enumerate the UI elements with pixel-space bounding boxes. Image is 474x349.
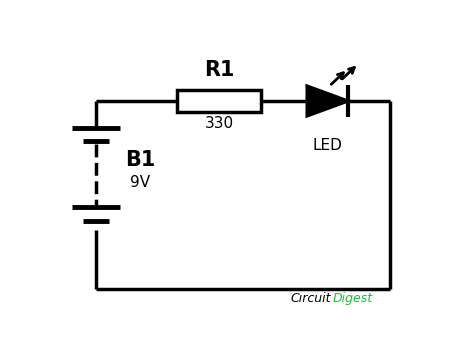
Text: R1: R1 bbox=[204, 60, 234, 80]
Text: LED: LED bbox=[312, 138, 342, 153]
Text: 330: 330 bbox=[204, 116, 234, 131]
Text: Digest: Digest bbox=[333, 292, 373, 305]
Bar bbox=[177, 90, 261, 112]
Text: 9V: 9V bbox=[130, 176, 150, 191]
Text: Cırcuit: Cırcuit bbox=[291, 292, 331, 305]
Text: B1: B1 bbox=[125, 150, 155, 170]
Polygon shape bbox=[307, 86, 347, 116]
